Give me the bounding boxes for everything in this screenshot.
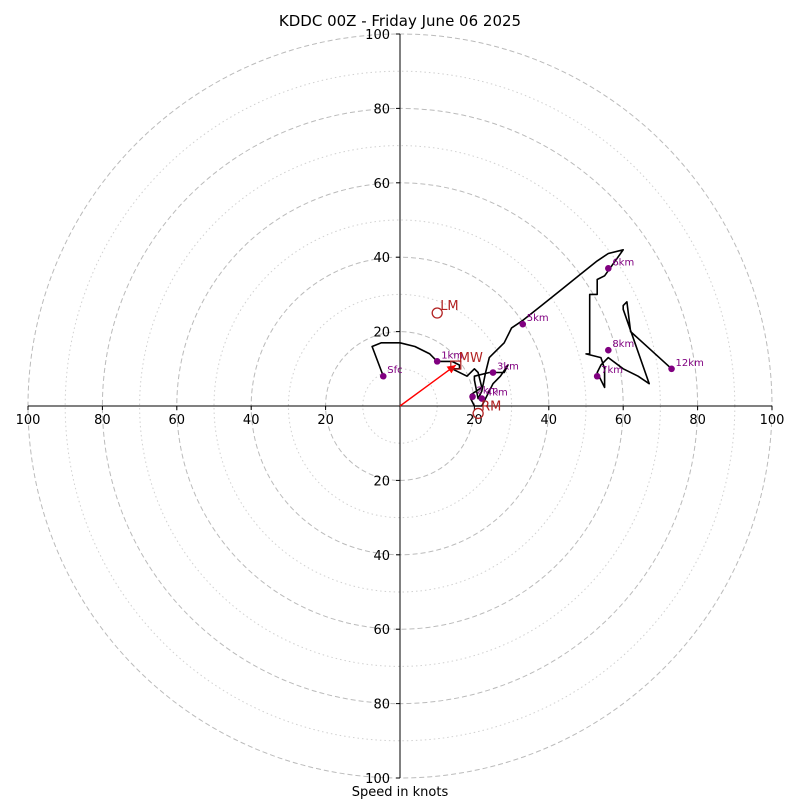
height-marker-7km bbox=[593, 372, 601, 380]
tick-label-top-60: 60 bbox=[373, 177, 390, 192]
tick-label-bottom-40: 40 bbox=[373, 549, 390, 564]
storm-motion-marker-MW bbox=[450, 360, 462, 370]
tick-label-bottom-100: 100 bbox=[365, 772, 390, 787]
storm-motion-markers: LM RM MW bbox=[431, 299, 501, 420]
chart-title: KDDC 00Z - Friday June 06 2025 bbox=[279, 12, 521, 30]
storm-motion-label-LM: LM bbox=[440, 299, 458, 314]
tick-label-right-60: 60 bbox=[615, 413, 632, 428]
height-marker-label-6km: 6km bbox=[612, 257, 634, 268]
mean-wind-vector-arrow bbox=[399, 364, 457, 407]
height-marker-2km bbox=[469, 393, 476, 401]
height-marker-12km bbox=[668, 365, 675, 373]
axis-ticks: 20 20 20 20 40 40 40 40 60 60 60 60 80 80 80 80 100 100 10… bbox=[16, 28, 785, 787]
storm-motion-label-RM: RM bbox=[481, 399, 501, 414]
tick-label-bottom-60: 60 bbox=[373, 623, 390, 638]
height-marker-3km bbox=[489, 369, 497, 376]
tick-label-top-40: 40 bbox=[373, 251, 390, 266]
storm-motion-marker-LM bbox=[431, 307, 443, 319]
tick-label-bottom-80: 80 bbox=[373, 698, 390, 713]
tick-label-left-40: 40 bbox=[243, 413, 260, 428]
height-marker-1km bbox=[433, 358, 441, 365]
height-marker-5km bbox=[519, 320, 527, 328]
height-marker-8km bbox=[605, 346, 612, 354]
height-marker-label-2km: 2km bbox=[477, 386, 499, 397]
x-axis-label: Speed in knots bbox=[352, 785, 449, 800]
tick-label-top-80: 80 bbox=[373, 102, 390, 117]
height-marker-4km bbox=[478, 395, 486, 402]
height-marker-label-3km: 3km bbox=[497, 362, 519, 373]
mean-wind-vector-layer bbox=[399, 364, 457, 407]
tick-label-left-80: 80 bbox=[94, 413, 111, 428]
height-marker-label-Sfc: Sfc bbox=[387, 365, 402, 376]
height-marker-label-7km: 7km bbox=[601, 365, 623, 376]
tick-label-right-40: 40 bbox=[541, 413, 558, 428]
height-marker-label-1km: 1km bbox=[441, 350, 463, 361]
storm-motion-marker-RM bbox=[472, 407, 484, 420]
hodograph-trace-layer bbox=[371, 249, 673, 407]
height-markers: Sfc 1km 2km 3km 4km 5km 6km 7km 8km 12km bbox=[379, 257, 704, 402]
height-marker-label-8km: 8km bbox=[612, 339, 634, 350]
height-marker-label-12km: 12km bbox=[676, 358, 704, 369]
tick-label-right-80: 80 bbox=[689, 413, 706, 428]
tick-label-left-60: 60 bbox=[169, 413, 186, 428]
height-marker-6km bbox=[605, 265, 612, 272]
tick-label-right-100: 100 bbox=[760, 413, 785, 428]
height-marker-Sfc bbox=[379, 372, 387, 380]
tick-label-top-20: 20 bbox=[373, 326, 390, 341]
tick-label-left-20: 20 bbox=[317, 413, 334, 428]
tick-label-bottom-20: 20 bbox=[373, 474, 390, 489]
tick-label-right-20: 20 bbox=[466, 413, 483, 428]
storm-motion-label-MW: MW bbox=[459, 351, 483, 366]
hodograph-trace-0 bbox=[371, 249, 673, 407]
height-marker-label-5km: 5km bbox=[527, 313, 549, 324]
height-marker-label-4km: 4km bbox=[486, 388, 508, 399]
tick-label-top-100: 100 bbox=[365, 28, 390, 43]
tick-label-left-100: 100 bbox=[16, 413, 41, 428]
